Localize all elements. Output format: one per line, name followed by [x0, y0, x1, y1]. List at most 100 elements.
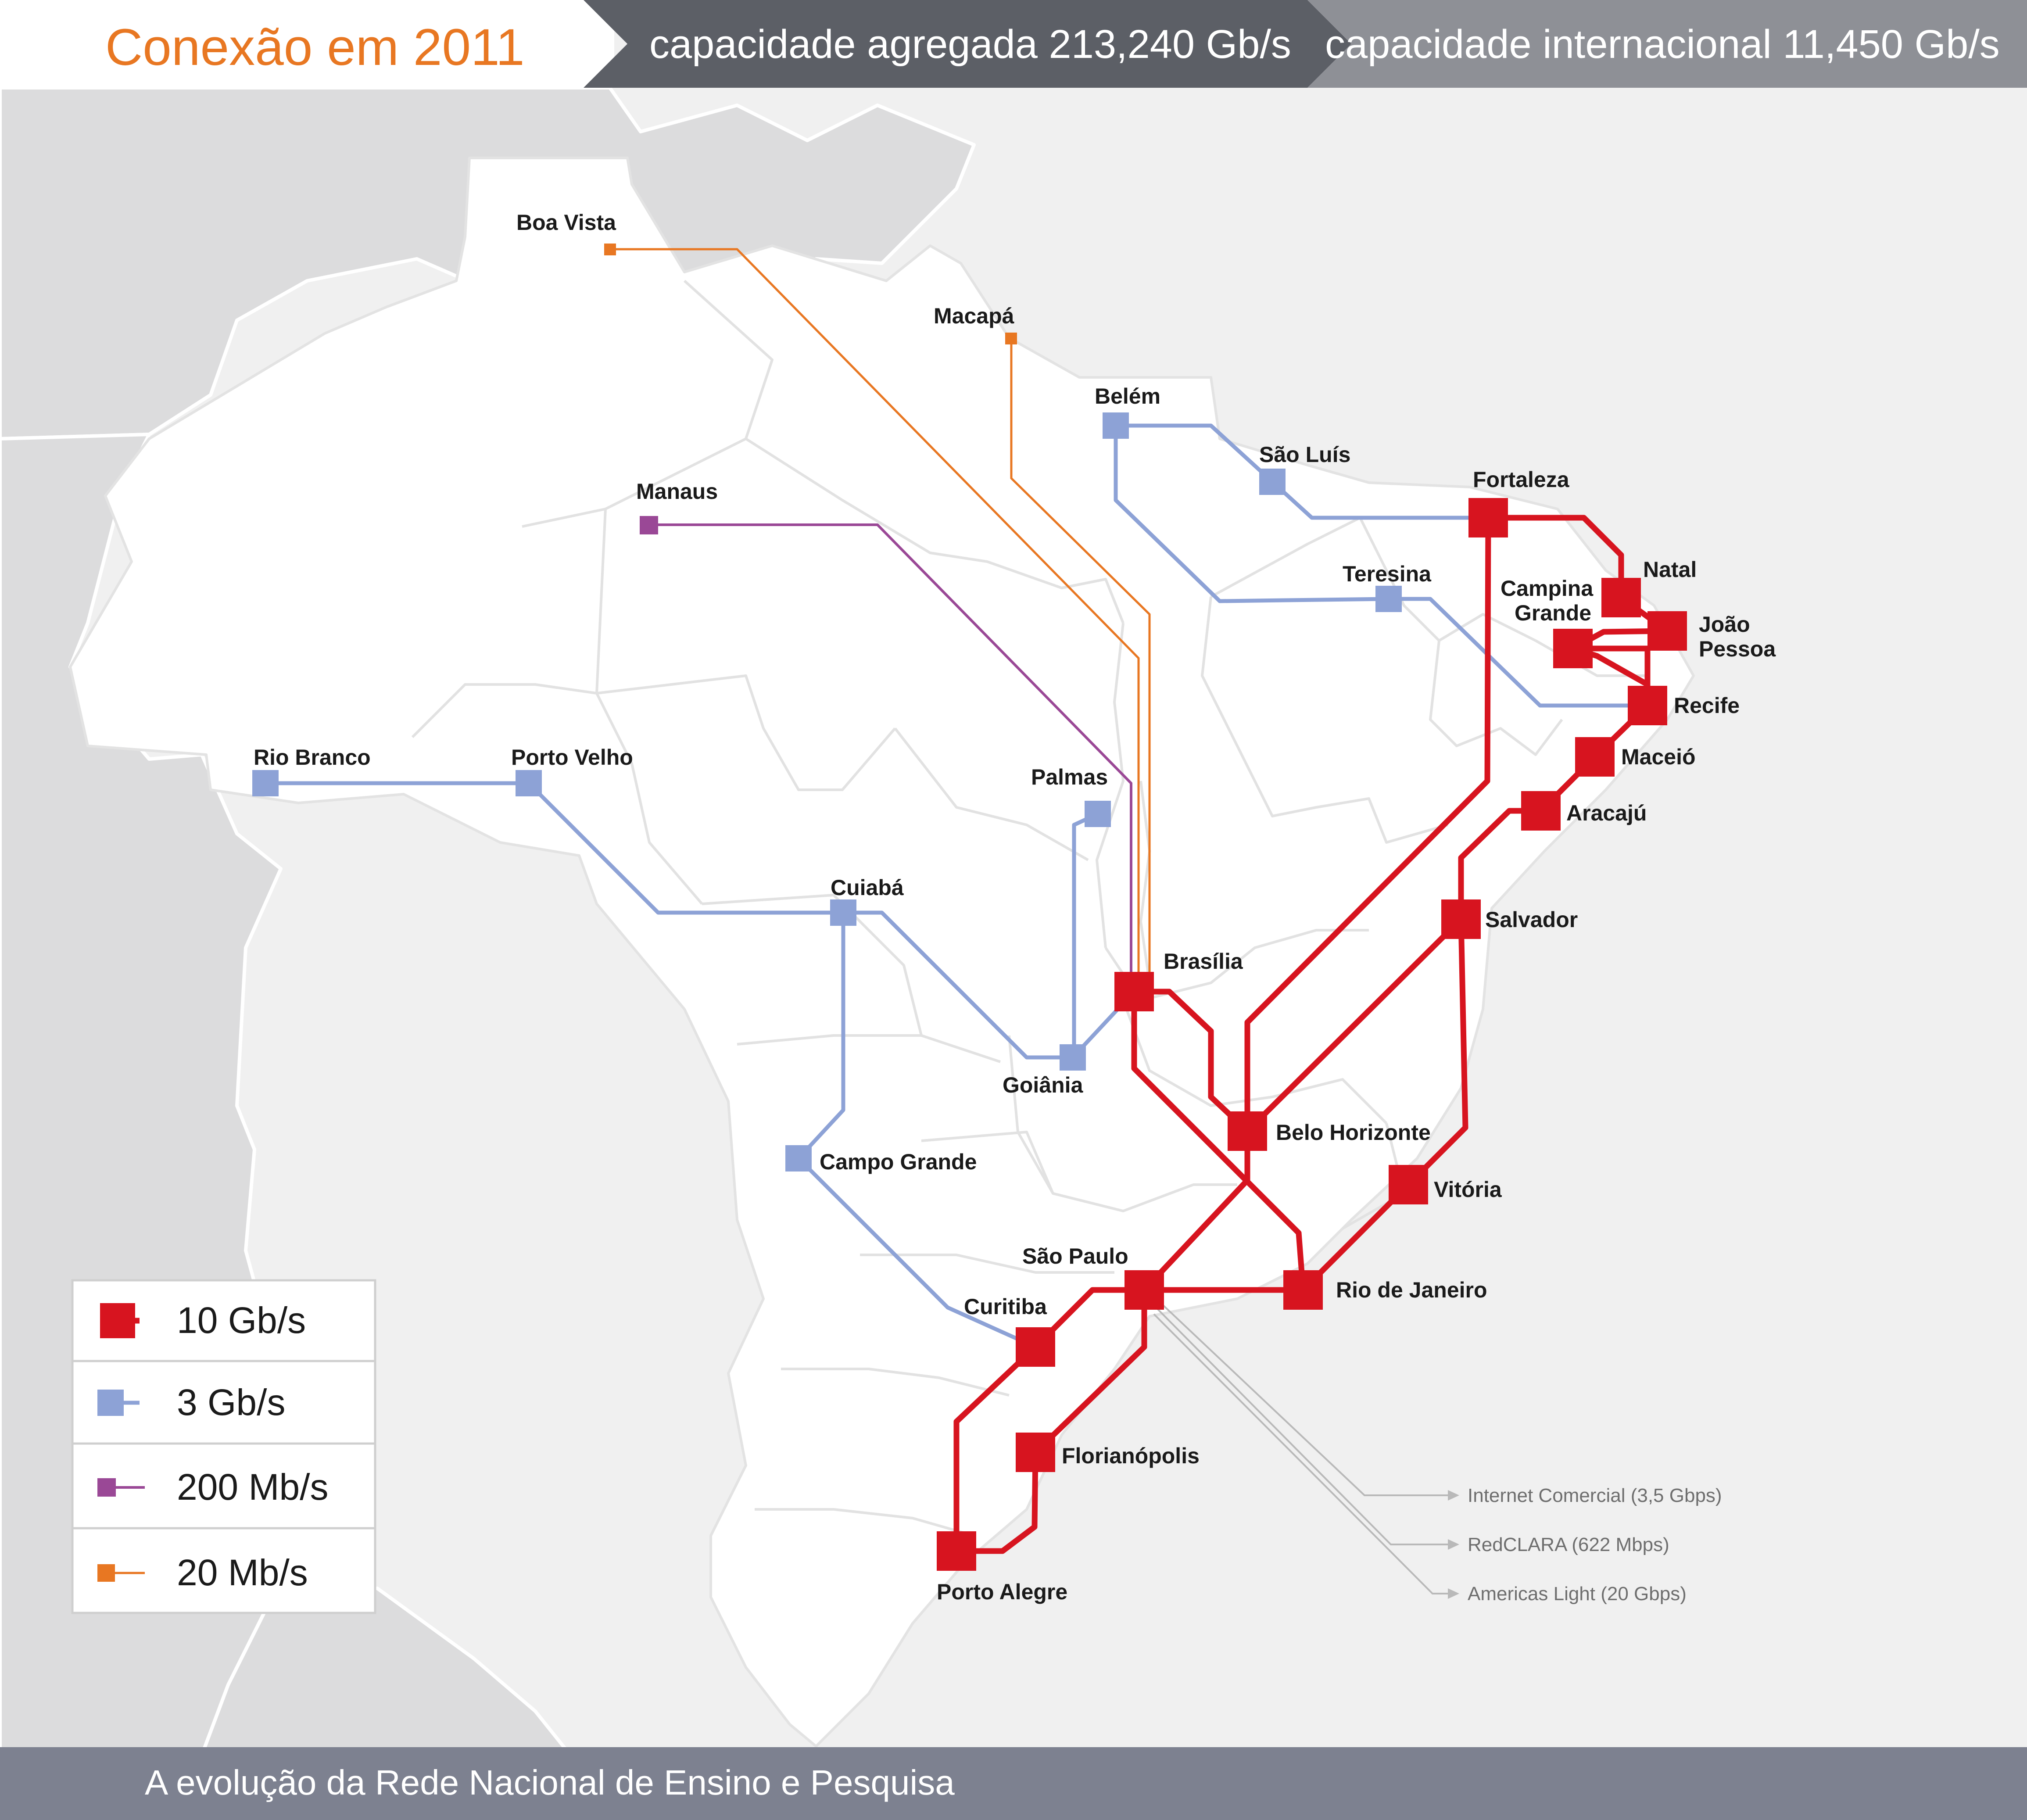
- state-borders: [411, 279, 1650, 1537]
- header-international-bg: [1307, 0, 2027, 88]
- node-natal[interactable]: [1601, 578, 1641, 617]
- legend-item-20m: 20 Mb/s: [97, 1552, 308, 1593]
- city-label-boa-vista: Boa Vista: [516, 210, 616, 235]
- header-title: Conexão em 2011: [105, 18, 525, 76]
- node-aracaju[interactable]: [1521, 791, 1561, 831]
- node-porto-velho[interactable]: [516, 770, 542, 796]
- city-label-campo-grande: Campo Grande: [820, 1150, 977, 1174]
- node-palmas[interactable]: [1085, 801, 1111, 827]
- node-goiania[interactable]: [1060, 1044, 1086, 1071]
- legend-item-10g: 10 Gb/s: [100, 1300, 306, 1341]
- legend-item-200m: 200 Mb/s: [97, 1466, 329, 1508]
- city-labels: Boa Vista Macapá Belém São Luís Fortalez…: [254, 210, 1776, 1604]
- city-label-maceio: Maceió: [1621, 745, 1696, 769]
- city-label-curitiba: Curitiba: [964, 1294, 1047, 1319]
- node-macapa[interactable]: [1005, 333, 1017, 344]
- links-200mb: [648, 523, 1132, 991]
- arrow-icon: [1448, 1539, 1459, 1550]
- node-porto-alegre[interactable]: [937, 1531, 976, 1571]
- city-label-grande: Grande: [1515, 601, 1591, 625]
- link-manaus-brasilia: [648, 523, 1132, 991]
- city-label-campina: Campina: [1501, 576, 1594, 601]
- node-salvador[interactable]: [1441, 899, 1481, 939]
- city-label-joao: João: [1699, 612, 1750, 637]
- city-label-fortaleza: Fortaleza: [1473, 467, 1570, 492]
- header-title-bg: [0, 0, 614, 88]
- city-label-joao-pessoa: João Pessoa: [1699, 612, 1776, 661]
- legend-item-3g: 3 Gb/s: [97, 1382, 285, 1423]
- city-label-porto-velho: Porto Velho: [511, 745, 633, 770]
- node-manaus[interactable]: [640, 516, 658, 534]
- arrow-icon: [1448, 1490, 1459, 1501]
- node-cuiaba[interactable]: [830, 899, 856, 926]
- city-label-cuiaba: Cuiabá: [831, 875, 904, 900]
- link-porto-velho-cuiaba: [527, 781, 843, 915]
- node-rio-de-janeiro[interactable]: [1283, 1270, 1323, 1310]
- legend-label-3g: 3 Gb/s: [177, 1382, 285, 1423]
- city-label-natal: Natal: [1643, 557, 1697, 582]
- city-label-porto-alegre: Porto Alegre: [937, 1580, 1067, 1604]
- link-fortaleza-belo-horizonte: [1244, 517, 1491, 1131]
- node-fortaleza[interactable]: [1468, 498, 1508, 537]
- link-redclara: [1153, 1304, 1448, 1545]
- link-cuiaba-campo-grande: [797, 913, 845, 1160]
- node-recife[interactable]: [1628, 686, 1667, 725]
- city-nodes: [252, 244, 1687, 1571]
- legend-swatch-10g: [100, 1303, 135, 1338]
- node-campina-grande[interactable]: [1553, 629, 1593, 668]
- legend: 10 Gb/s 3 Gb/s 200 Mb/s 20 Mb/s: [71, 1279, 376, 1614]
- header-international-capacity: capacidade internacional 11,450 Gb/s: [1325, 22, 2000, 67]
- header-aggregate-bg: [584, 0, 1351, 88]
- node-boa-vista[interactable]: [604, 244, 616, 255]
- legend-swatch-200m: [97, 1478, 116, 1497]
- legend-swatch-20m: [97, 1564, 115, 1582]
- link-boa-vista-brasilia: [610, 248, 1140, 987]
- node-sao-paulo[interactable]: [1125, 1270, 1164, 1310]
- node-florianopolis[interactable]: [1016, 1433, 1055, 1472]
- node-belem[interactable]: [1103, 412, 1129, 439]
- link-brasilia-rio: [1131, 992, 1306, 1290]
- city-label-brasilia: Brasília: [1164, 949, 1243, 974]
- city-label-palmas: Palmas: [1031, 765, 1108, 789]
- city-label-teresina: Teresina: [1343, 562, 1432, 586]
- city-label-rio-de-janeiro: Rio de Janeiro: [1336, 1278, 1487, 1302]
- link-cuiaba-goiania: [843, 910, 1073, 1060]
- footer-bar: [0, 1747, 2027, 1820]
- city-label-manaus: Manaus: [636, 479, 718, 504]
- node-campo-grande[interactable]: [785, 1145, 812, 1172]
- intl-label-internet-comercial: Internet Comercial (3,5 Gbps): [1468, 1485, 1722, 1506]
- city-label-goiania: Goiânia: [1003, 1073, 1084, 1097]
- node-teresina[interactable]: [1375, 586, 1402, 612]
- link-fortaleza-natal: [1488, 515, 1624, 598]
- footer: A evolução da Rede Nacional de Ensino e …: [0, 1747, 2027, 1820]
- legend-label-10g: 10 Gb/s: [177, 1300, 306, 1341]
- link-florianopolis-porto-alegre: [956, 1452, 1039, 1554]
- node-joao-pessoa[interactable]: [1647, 611, 1687, 651]
- node-brasilia[interactable]: [1114, 972, 1154, 1011]
- node-maceio[interactable]: [1575, 737, 1615, 777]
- node-belo-horizonte[interactable]: [1228, 1111, 1267, 1151]
- city-label-vitoria: Vitória: [1434, 1177, 1502, 1202]
- link-salvador-belo-horizonte: [1245, 917, 1463, 1133]
- node-sao-luis[interactable]: [1259, 469, 1286, 495]
- intl-label-americas-light: Americas Light (20 Gbps): [1468, 1583, 1687, 1605]
- link-brasilia-belo-horizonte: [1134, 989, 1250, 1133]
- international-links: [1153, 1296, 1448, 1594]
- legend-label-20m: 20 Mb/s: [177, 1552, 308, 1593]
- arrow-icon: [1448, 1588, 1459, 1599]
- city-label-rio-branco: Rio Branco: [254, 745, 371, 770]
- city-label-pessoa: Pessoa: [1699, 637, 1776, 661]
- node-curitiba[interactable]: [1016, 1327, 1055, 1367]
- city-label-sao-luis: São Luís: [1259, 442, 1350, 467]
- node-vitoria[interactable]: [1389, 1165, 1428, 1204]
- links-20mb: [610, 248, 1151, 987]
- intl-label-redclara: RedCLARA (622 Mbps): [1468, 1534, 1669, 1555]
- node-rio-branco[interactable]: [252, 770, 279, 796]
- city-label-sao-paulo: São Paulo: [1022, 1244, 1128, 1268]
- international-arrowheads: [1448, 1490, 1459, 1599]
- city-label-florianopolis: Florianópolis: [1062, 1444, 1200, 1468]
- city-label-macapa: Macapá: [934, 304, 1014, 328]
- header: Conexão em 2011 capacidade agregada 213,…: [0, 0, 2027, 88]
- city-label-aracaju: Aracajú: [1566, 801, 1647, 825]
